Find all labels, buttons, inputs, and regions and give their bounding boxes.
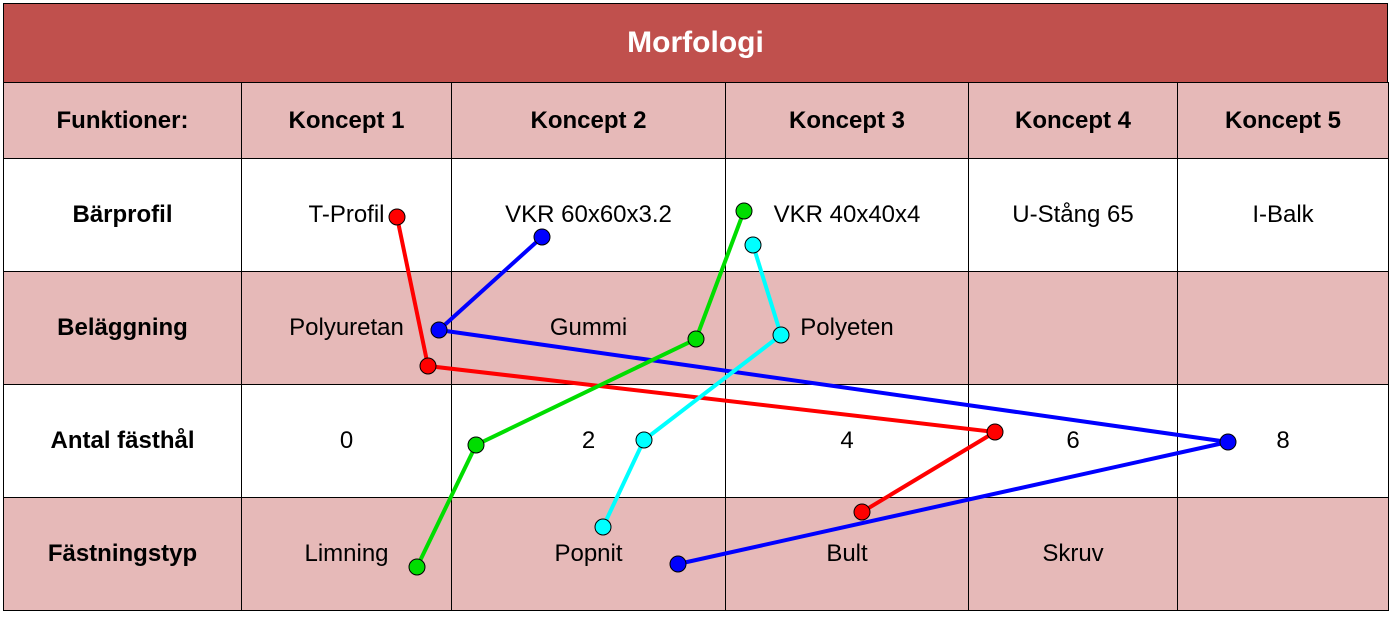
morphology-table: Funktioner: Koncept 1 Koncept 2 Koncept …: [3, 82, 1389, 611]
option-cell: Skruv: [968, 497, 1178, 611]
function-label: Beläggning: [3, 271, 242, 385]
option-cell: 4: [725, 384, 969, 498]
header-concept-4: Koncept 4: [968, 82, 1178, 159]
function-label: Fästningstyp: [3, 497, 242, 611]
option-cell: 2: [451, 384, 726, 498]
option-cell: VKR 60x60x3.2: [451, 158, 726, 272]
morphology-title: Morfologi: [3, 3, 1388, 83]
option-cell: 8: [1177, 384, 1389, 498]
header-row: Funktioner: Koncept 1 Koncept 2 Koncept …: [3, 82, 1389, 159]
row-fastningstyp: Fästningstyp Limning Popnit Bult Skruv: [3, 497, 1389, 611]
row-antal-fasthal: Antal fästhål 0 2 4 6 8: [3, 384, 1389, 498]
row-belaggning: Beläggning Polyuretan Gummi Polyeten: [3, 271, 1389, 385]
option-cell: 0: [241, 384, 452, 498]
option-cell: Gummi: [451, 271, 726, 385]
option-cell: Popnit: [451, 497, 726, 611]
option-cell: U-Stång 65: [968, 158, 1178, 272]
header-concept-2: Koncept 2: [451, 82, 726, 159]
header-concept-5: Koncept 5: [1177, 82, 1389, 159]
header-functions: Funktioner:: [3, 82, 242, 159]
option-cell: T-Profil: [241, 158, 452, 272]
header-concept-1: Koncept 1: [241, 82, 452, 159]
header-concept-3: Koncept 3: [725, 82, 969, 159]
option-cell: [1177, 271, 1389, 385]
option-cell: [968, 271, 1178, 385]
function-label: Antal fästhål: [3, 384, 242, 498]
option-cell: Limning: [241, 497, 452, 611]
option-cell: 6: [968, 384, 1178, 498]
option-cell: Polyuretan: [241, 271, 452, 385]
row-barprofil: Bärprofil T-Profil VKR 60x60x3.2 VKR 40x…: [3, 158, 1389, 272]
option-cell: [1177, 497, 1389, 611]
option-cell: Polyeten: [725, 271, 969, 385]
option-cell: I-Balk: [1177, 158, 1389, 272]
option-cell: Bult: [725, 497, 969, 611]
function-label: Bärprofil: [3, 158, 242, 272]
option-cell: VKR 40x40x4: [725, 158, 969, 272]
